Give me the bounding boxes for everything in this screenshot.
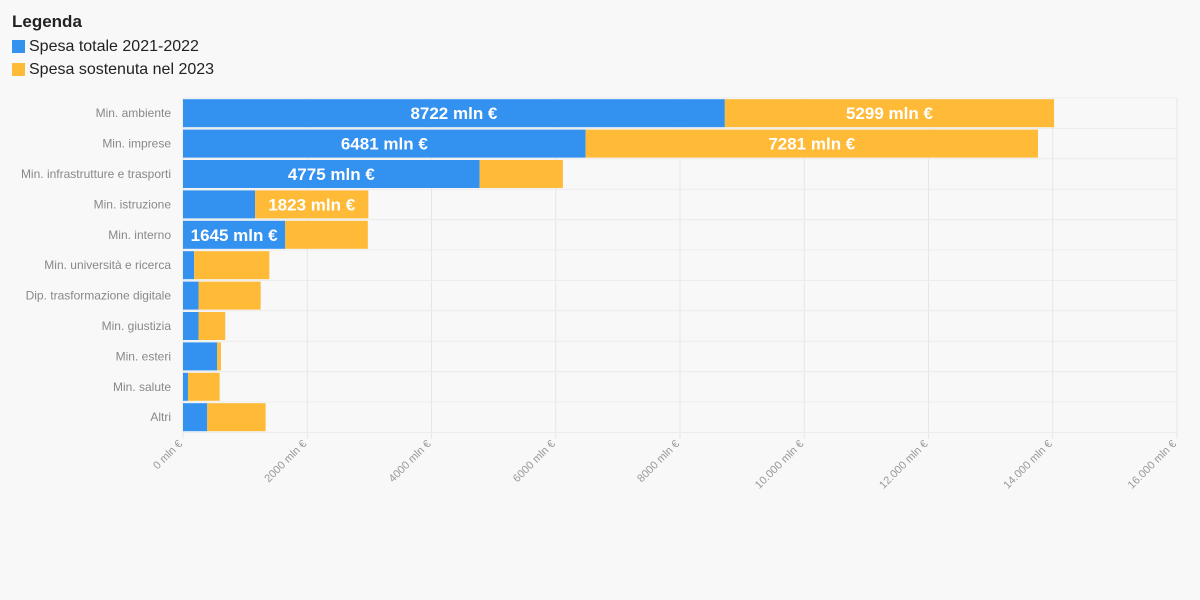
bar-data-label: 7281 mln € [768,135,855,154]
bar-data-label: 8722 mln € [410,104,497,123]
bar-total [183,129,586,158]
category-label: Altri [150,410,171,424]
category-label: Min. imprese [102,137,171,151]
bar-total [183,220,286,249]
bar-2023 [479,160,563,188]
x-tick-label: 4000 mln € [387,438,434,485]
bar-total [183,342,218,371]
x-tick-label: 2000 mln € [262,438,309,485]
bar-2023 [217,342,221,371]
bar-data-label: 5299 mln € [846,104,933,123]
x-tick-label: 6000 mln € [511,438,558,485]
bar-data-label: 6481 mln € [341,135,428,154]
bar-2023 [585,129,1038,158]
bar-total [183,99,725,128]
bar-total [183,312,199,340]
legend-label-total: Spesa totale 2021-2022 [29,37,199,55]
bar-2023 [724,99,1055,128]
bar-total [183,160,480,188]
legend-swatch-2023 [12,63,25,76]
x-tick-label: 14.000 mln € [1001,438,1054,491]
bar-total [183,403,208,432]
x-tick-label: 8000 mln € [635,438,682,485]
bar-total [183,281,199,310]
bar-2023 [285,220,368,249]
category-label: Min. salute [113,380,171,394]
bar-2023 [198,281,261,310]
x-tick-label: 12.000 mln € [877,438,930,491]
bar-total [183,372,188,401]
category-label: Min. ambiente [96,106,172,120]
bar-data-label: 1823 mln € [268,195,355,214]
x-tick-label: 16.000 mln € [1126,438,1179,491]
legend: Legenda Spesa totale 2021-2022 Spesa sos… [12,12,214,81]
category-label: Min. interno [108,228,171,242]
category-label: Min. infrastrutture e trasporti [21,167,171,181]
category-label: Min. istruzione [94,197,172,211]
category-label: Dip. trasformazione digitale [26,289,172,303]
x-tick-label: 0 mln € [151,438,185,472]
category-label: Min. giustizia [102,319,172,333]
bar-2023 [194,251,270,280]
bar-2023 [207,403,266,432]
legend-swatch-total [12,40,25,53]
legend-label-2023: Spesa sostenuta nel 2023 [29,60,215,78]
category-label: Min. università e ricerca [44,258,171,272]
legend-item-2023: Spesa sostenuta nel 2023 [12,58,214,81]
bar-total [183,251,195,280]
legend-item-total: Spesa totale 2021-2022 [12,35,214,58]
legend-title: Legenda [12,12,82,31]
x-tick-label: 10.000 mln € [753,438,806,491]
bar-2023 [187,372,220,401]
bar-2023 [255,190,369,219]
bar-total [183,190,256,219]
bar-2023 [198,312,226,340]
category-label: Min. esteri [116,349,171,363]
bar-data-label: 1645 mln € [191,226,278,245]
bar-data-label: 4775 mln € [288,165,375,184]
